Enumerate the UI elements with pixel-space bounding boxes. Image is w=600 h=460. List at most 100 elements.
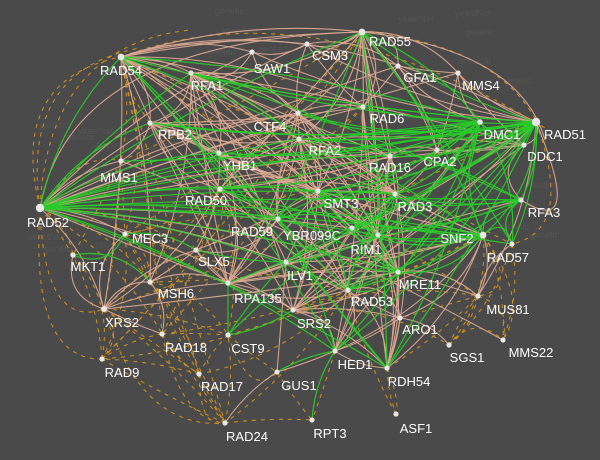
graph-edge: [306, 31, 363, 48]
graph-node-label: SRS2: [297, 316, 331, 331]
watermark-text: genetic: [128, 144, 158, 154]
graph-node[interactable]: [479, 231, 487, 239]
graph-node-label: RAD52: [27, 215, 69, 230]
graph-node[interactable]: [475, 293, 481, 299]
graph-node-label: RAD55: [369, 34, 411, 49]
graph-node-label: CSM3: [312, 48, 348, 63]
graph-node[interactable]: [446, 342, 452, 348]
graph-node[interactable]: [477, 119, 483, 125]
graph-edge: [386, 295, 479, 369]
graph-node[interactable]: [518, 197, 524, 203]
graph-node[interactable]: [295, 110, 301, 116]
graph-node-label: GFA1: [403, 70, 436, 85]
graph-node[interactable]: [392, 191, 398, 197]
graph-edge: [190, 72, 522, 201]
graph-edge: [277, 218, 349, 291]
graph-node[interactable]: [521, 142, 527, 148]
graph-node[interactable]: [358, 28, 366, 36]
graph-node-label: RAD51: [544, 127, 586, 142]
graph-node-label: RIM1: [350, 242, 381, 257]
graph-edge: [190, 72, 481, 123]
graph-node-label: RAD50: [185, 193, 227, 208]
graph-edge: [103, 31, 363, 310]
graph-node[interactable]: [99, 356, 105, 362]
graph-node-label: SLX5: [198, 254, 230, 269]
graph-edge: [285, 234, 379, 263]
graph-node[interactable]: [217, 186, 223, 192]
graph-edge: [120, 122, 151, 162]
graph-node[interactable]: [531, 117, 541, 127]
graph-edge: [448, 327, 504, 346]
graph-node[interactable]: [384, 365, 390, 371]
graph-node[interactable]: [395, 63, 401, 69]
graph-node[interactable]: [118, 158, 124, 164]
graph-node[interactable]: [196, 371, 202, 377]
graph-node[interactable]: [275, 216, 281, 222]
graph-edge: [457, 72, 481, 123]
graph-node[interactable]: [147, 279, 153, 285]
graph-node[interactable]: [70, 252, 76, 258]
graph-node[interactable]: [159, 331, 165, 337]
graph-node[interactable]: [290, 307, 296, 313]
graph-node[interactable]: [147, 120, 153, 126]
graph-edge: [120, 56, 200, 375]
graph-edge: [457, 72, 525, 146]
graph-edge: [520, 121, 538, 201]
graph-node-label: CTF4: [254, 119, 287, 134]
graph-edge: [389, 121, 481, 157]
graph-edge: [292, 307, 401, 319]
graph-node[interactable]: [117, 53, 125, 61]
graph-edge: [361, 31, 377, 108]
graph-node[interactable]: [393, 411, 399, 417]
graph-edge: [292, 309, 336, 352]
graph-node[interactable]: [387, 153, 393, 159]
graph-node[interactable]: [455, 70, 461, 76]
graph-node[interactable]: [101, 306, 107, 312]
graph-node[interactable]: [225, 332, 231, 338]
graph-edge: [347, 234, 484, 291]
graph-node[interactable]: [304, 41, 310, 47]
graph-node[interactable]: [216, 150, 222, 156]
graph-node[interactable]: [397, 315, 403, 321]
graph-node[interactable]: [188, 70, 194, 76]
graph-node[interactable]: [296, 136, 302, 142]
graph-node[interactable]: [193, 247, 199, 253]
graph-edge: [317, 190, 379, 236]
watermark-text: yeastNet: [150, 168, 186, 178]
graph-node[interactable]: [349, 225, 355, 231]
node-layer[interactable]: [35, 28, 541, 426]
graph-node[interactable]: [315, 188, 321, 194]
graph-edge: [351, 199, 522, 230]
graph-node[interactable]: [122, 231, 128, 237]
graph-edge: [70, 254, 105, 310]
graph-edge: [227, 334, 278, 373]
graph-edge: [386, 121, 481, 369]
graph-node[interactable]: [225, 280, 231, 286]
graph-edge: [227, 261, 287, 336]
graph-edge: [377, 234, 399, 273]
graph-node[interactable]: [222, 420, 228, 426]
graph-node[interactable]: [360, 104, 366, 110]
graph-node[interactable]: [35, 203, 45, 213]
graph-node[interactable]: [249, 49, 255, 55]
graph-node-label: HED1: [338, 357, 373, 372]
graph-node[interactable]: [395, 269, 401, 275]
graph-edge: [362, 106, 379, 236]
watermark-text: genetic: [100, 298, 130, 308]
graph-edge: [72, 252, 151, 283]
graph-node[interactable]: [500, 337, 506, 343]
graph-node[interactable]: [509, 241, 515, 247]
graph-edge: [149, 112, 299, 126]
graph-node[interactable]: [332, 348, 338, 354]
graph-node[interactable]: [309, 417, 315, 423]
graph-node[interactable]: [274, 369, 280, 375]
graph-node[interactable]: [345, 287, 351, 293]
graph-arc-edge: [482, 234, 514, 341]
graph-node[interactable]: [434, 147, 440, 153]
graph-node[interactable]: [375, 232, 381, 238]
graph-edge: [227, 227, 353, 336]
graph-edge: [39, 155, 391, 209]
graph-node[interactable]: [283, 259, 289, 265]
